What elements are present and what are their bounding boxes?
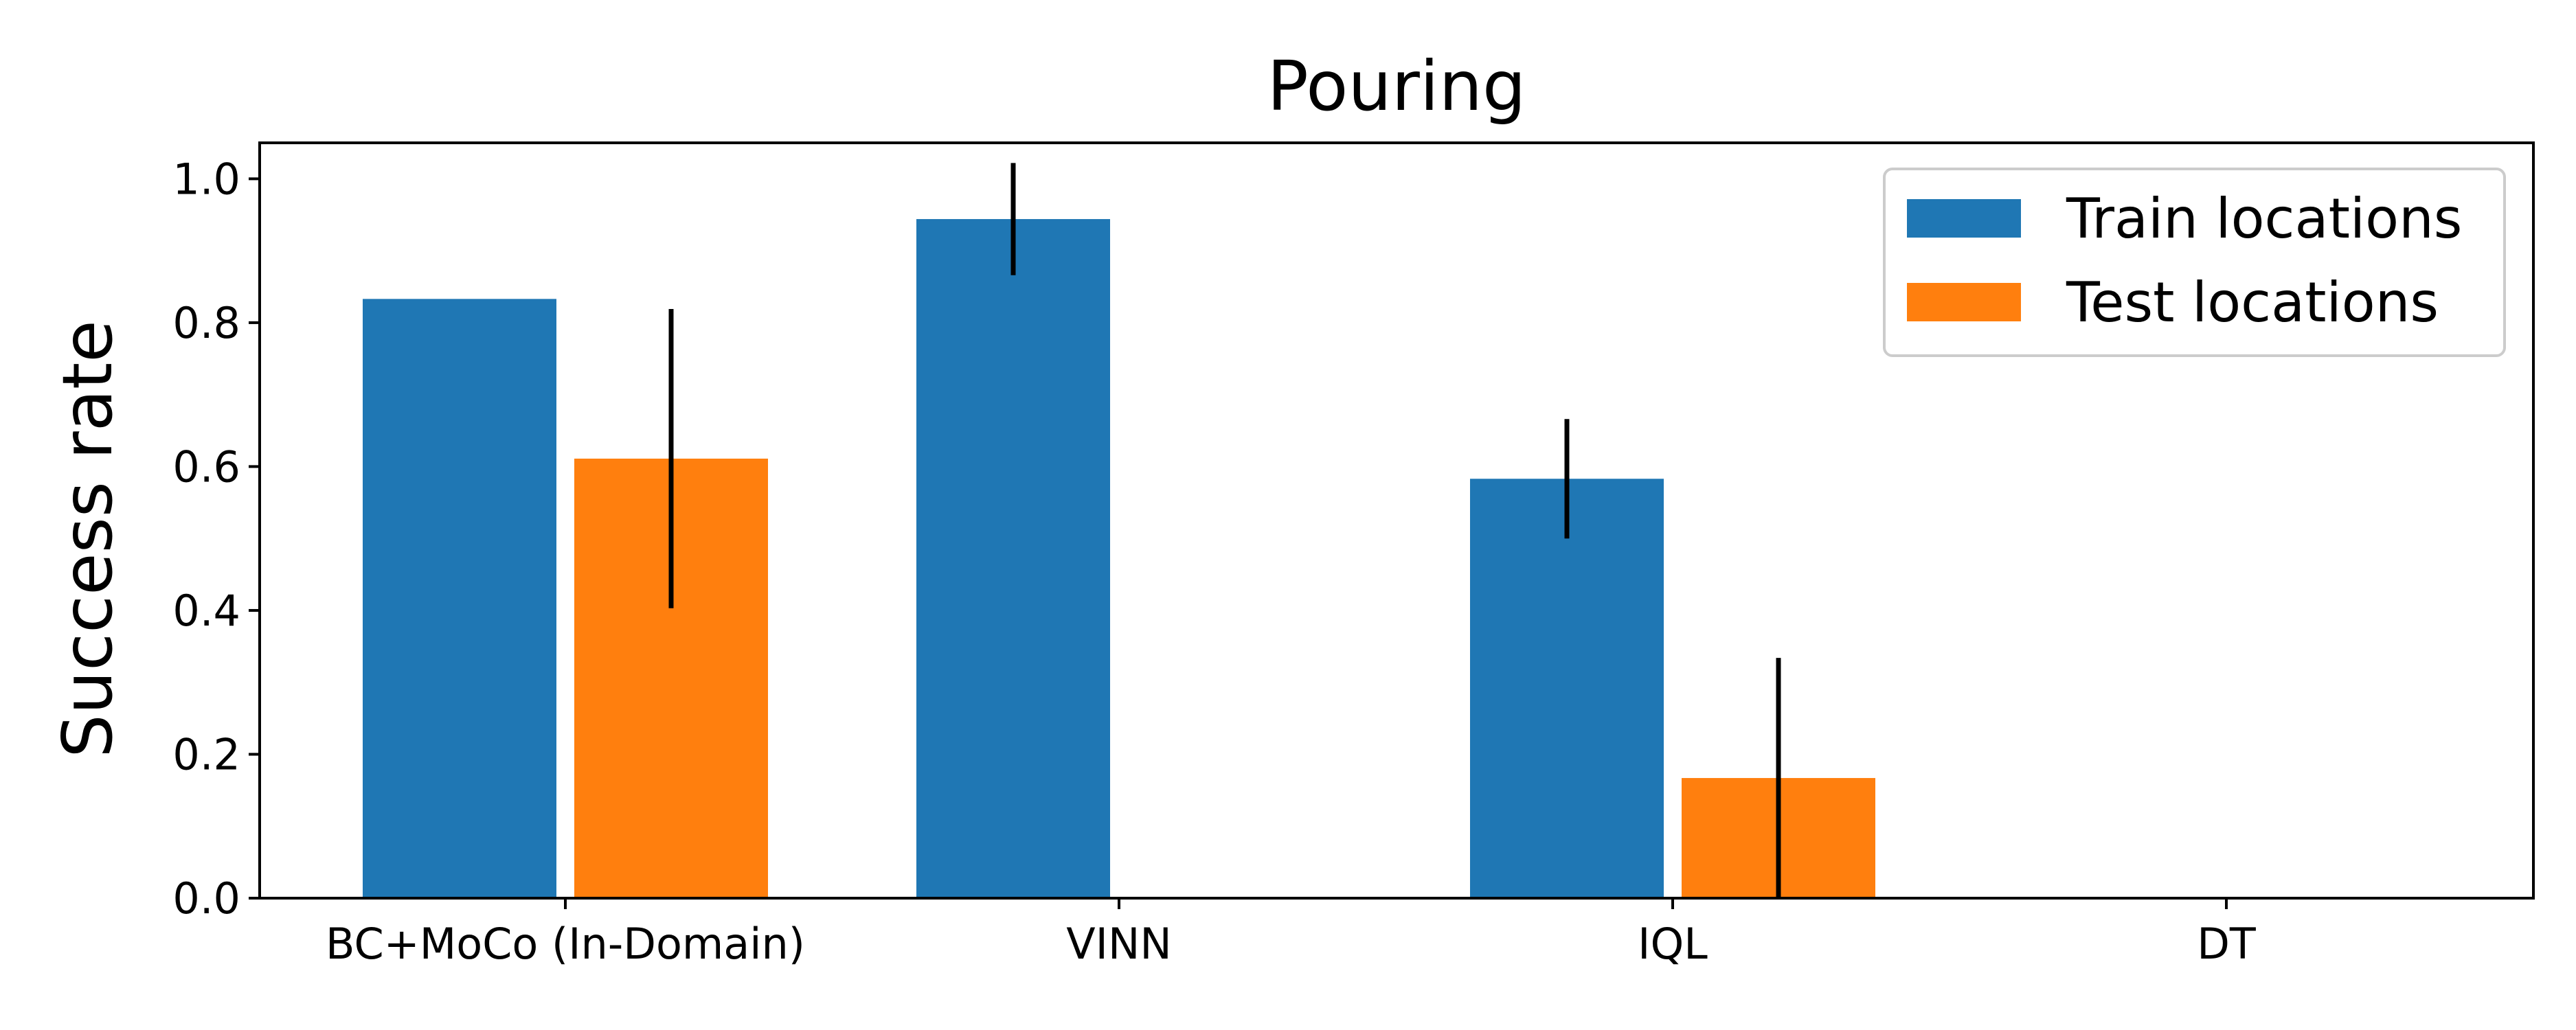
y-tick-label: 1.0 xyxy=(172,154,240,204)
plot-area-frame xyxy=(258,141,2535,900)
legend: Train locations Test locations xyxy=(1883,168,2506,357)
legend-box xyxy=(1883,168,2506,357)
x-axis-ticks: BC+MoCo (In-Domain) VINN IQL DT xyxy=(326,898,2257,969)
legend-swatch-train xyxy=(1907,199,2021,238)
x-tick-label: VINN xyxy=(1066,919,1171,969)
y-tick-label: 0.2 xyxy=(172,729,240,779)
legend-label-test: Test locations xyxy=(2066,271,2439,334)
x-tick-label: BC+MoCo (In-Domain) xyxy=(326,919,805,969)
x-tick-label: IQL xyxy=(1638,919,1708,969)
x-tick-label: DT xyxy=(2197,919,2257,969)
y-tick-label: 0.0 xyxy=(172,873,240,924)
y-axis-label: Success rate xyxy=(47,320,128,757)
y-tick-label: 0.6 xyxy=(172,442,240,492)
y-tick-label: 0.8 xyxy=(172,298,240,348)
bars-layer xyxy=(363,219,1875,898)
bar-train-1 xyxy=(916,219,1110,898)
legend-label-train: Train locations xyxy=(2066,187,2462,251)
error-bars-layer xyxy=(668,163,1781,898)
chart-title: Pouring xyxy=(1267,46,1526,126)
y-axis-ticks: 0.0 0.2 0.4 0.6 0.8 1.0 xyxy=(172,154,260,924)
bar-train-0 xyxy=(363,299,556,898)
bar-train-2 xyxy=(1470,479,1664,898)
legend-swatch-test xyxy=(1907,283,2021,321)
y-tick-label: 0.4 xyxy=(172,586,240,636)
